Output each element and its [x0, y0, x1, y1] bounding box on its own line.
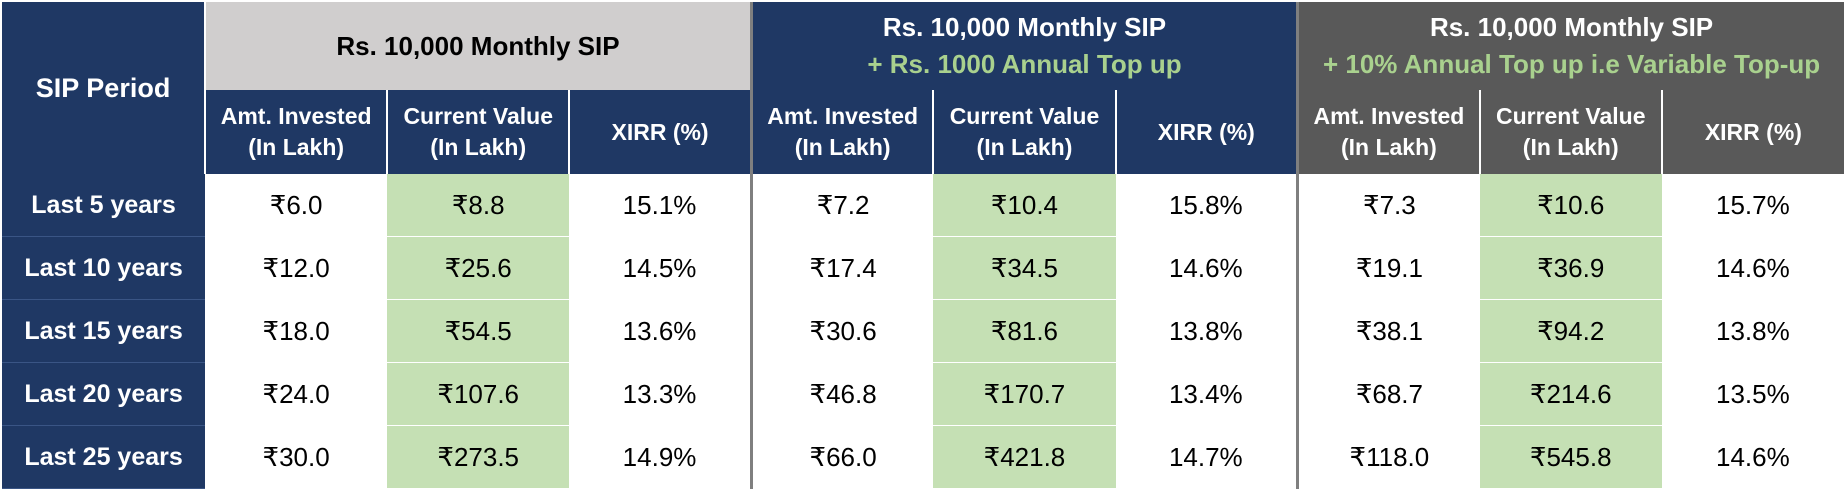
cell-amt-invested: ₹38.1 — [1297, 299, 1480, 363]
cell-current-value: ₹54.5 — [387, 299, 570, 363]
cell-current-value: ₹81.6 — [933, 299, 1116, 363]
cell-current-value: ₹107.6 — [387, 362, 570, 426]
row-period-label: Last 5 years — [2, 174, 206, 237]
row-period-label: Last 25 years — [2, 425, 206, 489]
col-header-line1: XIRR (%) — [611, 118, 709, 145]
col-header-amt-invested: Amt. Invested (In Lakh) — [205, 90, 389, 174]
cell-amt-invested: ₹66.0 — [751, 425, 934, 489]
cell-amt-invested: ₹17.4 — [751, 236, 934, 300]
cell-amt-invested: ₹7.3 — [1297, 174, 1480, 237]
cell-xirr: 15.7% — [1661, 174, 1844, 237]
cell-current-value: ₹10.4 — [933, 174, 1116, 237]
cell-amt-invested: ₹24.0 — [205, 362, 388, 426]
cell-xirr: 13.4% — [1115, 362, 1300, 426]
col-header-line2: (In Lakh) — [976, 134, 1073, 160]
table-row: Last 25 years ₹30.0 ₹273.5 14.9% ₹66.0 ₹… — [2, 425, 1844, 489]
cell-amt-invested: ₹18.0 — [205, 299, 388, 363]
cell-xirr: 14.7% — [1115, 425, 1300, 489]
cell-current-value: ₹10.6 — [1479, 174, 1662, 237]
table-row: Last 20 years ₹24.0 ₹107.6 13.3% ₹46.8 ₹… — [2, 362, 1844, 426]
cell-amt-invested: ₹12.0 — [205, 236, 388, 300]
col-header-current-value: Current Value (In Lakh) — [933, 90, 1117, 174]
table-row: Last 5 years ₹6.0 ₹8.8 15.1% ₹7.2 ₹10.4 … — [2, 174, 1844, 237]
col-header-line1: Current Value — [949, 103, 1100, 129]
sip-period-header: SIP Period — [2, 2, 207, 174]
cell-current-value: ₹25.6 — [387, 236, 570, 300]
col-header-line2: (In Lakh) — [430, 134, 527, 160]
cell-amt-invested: ₹19.1 — [1297, 236, 1480, 300]
table-row: Last 15 years ₹18.0 ₹54.5 13.6% ₹30.6 ₹8… — [2, 299, 1844, 363]
col-header-amt-invested: Amt. Invested (In Lakh) — [751, 90, 935, 174]
cell-amt-invested: ₹6.0 — [205, 174, 388, 237]
col-header-line1: Amt. Invested — [220, 103, 372, 129]
col-header-line1: XIRR (%) — [1704, 118, 1802, 145]
row-period-label: Last 20 years — [2, 362, 206, 426]
cell-current-value: ₹421.8 — [933, 425, 1116, 489]
table-row: Last 10 years ₹12.0 ₹25.6 14.5% ₹17.4 ₹3… — [2, 236, 1844, 300]
col-header-line2: (In Lakh) — [1340, 134, 1437, 160]
cell-xirr: 14.5% — [569, 236, 753, 300]
cell-xirr: 13.8% — [1115, 299, 1300, 363]
group-header-fixed-sip: Rs. 10,000 Monthly SIP — [205, 2, 753, 90]
cell-amt-invested: ₹68.7 — [1297, 362, 1480, 426]
col-header-line1: Current Value — [403, 103, 553, 129]
cell-current-value: ₹273.5 — [387, 425, 570, 489]
cell-current-value: ₹94.2 — [1479, 299, 1662, 363]
group-subtitle-fixed-topup: + Rs. 1000 Annual Top up — [867, 49, 1182, 79]
cell-xirr: 13.5% — [1661, 362, 1844, 426]
cell-xirr: 13.3% — [569, 362, 753, 426]
row-period-label: Last 15 years — [2, 299, 206, 363]
cell-amt-invested: ₹118.0 — [1297, 425, 1480, 489]
col-header-xirr: XIRR (%) — [569, 90, 753, 174]
cell-amt-invested: ₹30.6 — [751, 299, 934, 363]
cell-xirr: 13.6% — [569, 299, 753, 363]
cell-amt-invested: ₹30.0 — [205, 425, 388, 489]
cell-xirr: 14.6% — [1661, 236, 1844, 300]
cell-xirr: 14.6% — [1661, 425, 1844, 489]
cell-xirr: 15.8% — [1115, 174, 1300, 237]
cell-current-value: ₹34.5 — [933, 236, 1116, 300]
cell-amt-invested: ₹7.2 — [751, 174, 934, 237]
cell-current-value: ₹214.6 — [1479, 362, 1662, 426]
cell-xirr: 15.1% — [569, 174, 753, 237]
col-header-current-value: Current Value (In Lakh) — [1479, 90, 1663, 174]
group-header-row: SIP Period Rs. 10,000 Monthly SIP Rs. 10… — [2, 2, 1844, 174]
col-header-line1: Current Value — [1495, 103, 1646, 129]
group-title-fixed-topup: Rs. 10,000 Monthly SIP — [882, 12, 1167, 42]
col-header-line2: (In Lakh) — [1522, 134, 1619, 160]
cell-amt-invested: ₹46.8 — [751, 362, 934, 426]
group-title-variable-topup: Rs. 10,000 Monthly SIP — [1429, 12, 1714, 42]
cell-current-value: ₹8.8 — [387, 174, 570, 237]
cell-current-value: ₹545.8 — [1479, 425, 1662, 489]
column-header-row: Amt. Invested (In Lakh) Current Value (I… — [2, 90, 1844, 174]
cell-current-value: ₹36.9 — [1479, 236, 1662, 300]
col-header-line1: Amt. Invested — [767, 103, 919, 129]
col-header-line1: Amt. Invested — [1313, 103, 1465, 129]
col-header-current-value: Current Value (In Lakh) — [387, 90, 571, 174]
row-period-label: Last 10 years — [2, 236, 206, 300]
group-header-fixed-topup: Rs. 10,000 Monthly SIP + Rs. 1000 Annual… — [751, 2, 1300, 90]
group-title-fixed-sip: Rs. 10,000 Monthly SIP — [336, 30, 620, 61]
col-header-xirr: XIRR (%) — [1115, 90, 1300, 174]
col-header-line1: XIRR (%) — [1157, 118, 1255, 145]
cell-current-value: ₹170.7 — [933, 362, 1116, 426]
group-header-variable-topup: Rs. 10,000 Monthly SIP + 10% Annual Top … — [1297, 2, 1844, 90]
cell-xirr: 14.9% — [569, 425, 753, 489]
group-subtitle-variable-topup: + 10% Annual Top up i.e Variable Top-up — [1322, 49, 1821, 79]
col-header-amt-invested: Amt. Invested (In Lakh) — [1297, 90, 1481, 174]
cell-xirr: 14.6% — [1115, 236, 1300, 300]
col-header-line2: (In Lakh) — [248, 134, 345, 160]
col-header-xirr: XIRR (%) — [1661, 90, 1844, 174]
cell-xirr: 13.8% — [1661, 299, 1844, 363]
col-header-line2: (In Lakh) — [794, 134, 891, 160]
